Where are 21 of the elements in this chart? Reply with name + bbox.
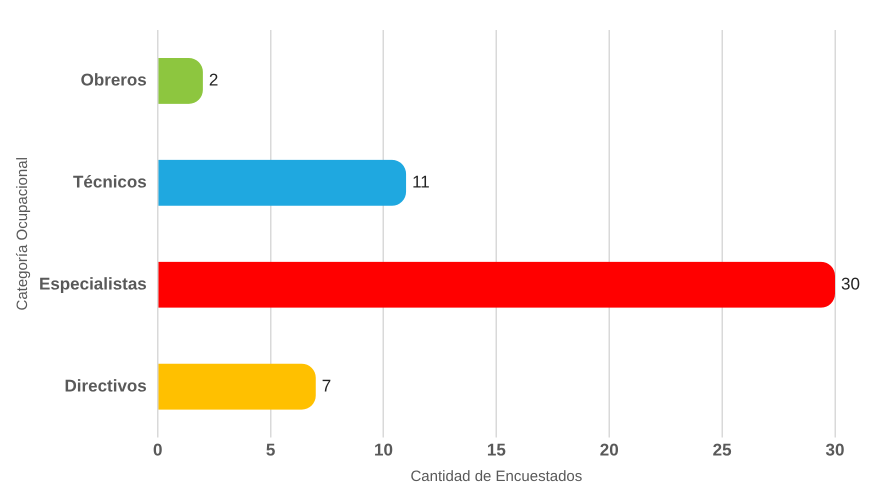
x-axis-title: Cantidad de Encuestados: [410, 468, 582, 486]
bar: [158, 364, 316, 410]
x-tick-label: 10: [374, 440, 393, 460]
y-tick-label: Obreros: [80, 70, 147, 90]
y-axis-title: Categoría Ocupacional: [14, 157, 32, 311]
y-tick-label: Especialistas: [38, 274, 147, 294]
bar: [158, 58, 203, 104]
x-tick-label: 0: [153, 440, 162, 460]
data-label: 7: [322, 376, 332, 396]
y-tick-label: Técnicos: [73, 172, 147, 192]
bar: [158, 160, 406, 206]
x-tick-label: 25: [712, 440, 732, 460]
x-tick-label: 30: [826, 440, 844, 460]
x-tick-label: 15: [486, 440, 506, 460]
data-label: 11: [412, 172, 430, 192]
x-tick-label: 20: [600, 440, 619, 460]
x-tick-label: 5: [266, 440, 276, 460]
data-label: 2: [208, 70, 218, 90]
data-label: 30: [841, 274, 860, 294]
bar: [158, 262, 835, 308]
y-tick-label: Directivos: [64, 376, 147, 396]
